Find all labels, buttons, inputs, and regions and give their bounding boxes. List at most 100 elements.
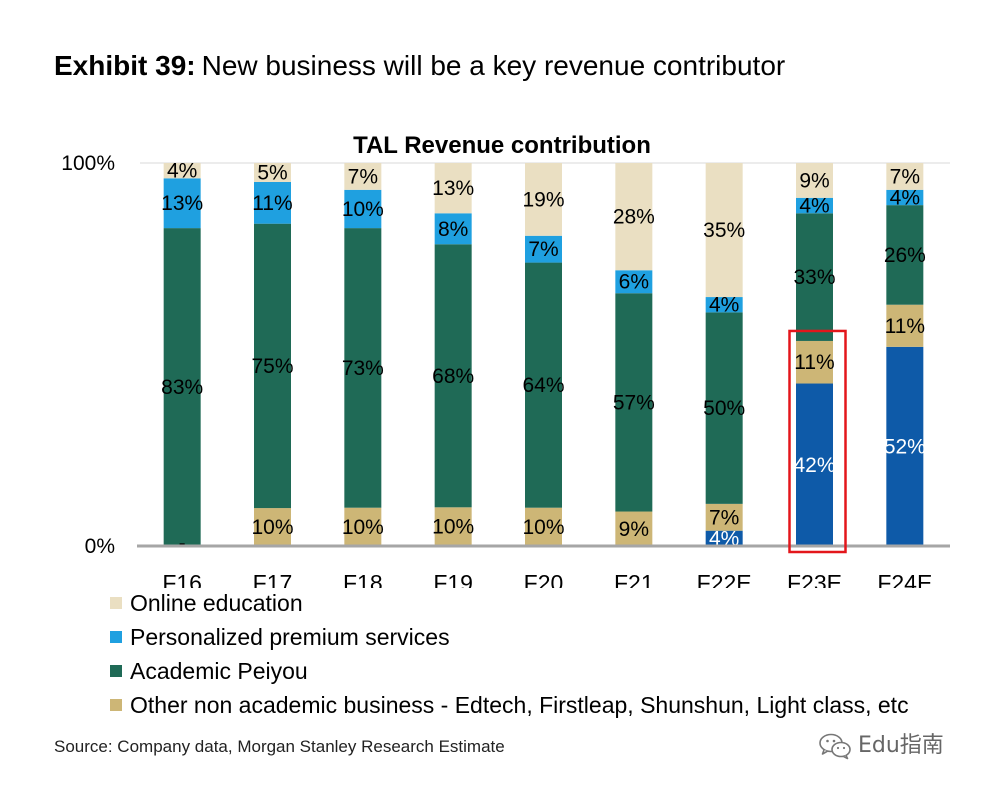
highlight-layer xyxy=(788,329,847,554)
data-label: 4% xyxy=(167,160,197,183)
data-label: 4% xyxy=(890,186,920,209)
legend-item-online-education: Online education xyxy=(110,586,909,620)
data-label: 52% xyxy=(884,435,926,458)
data-label: - xyxy=(179,532,186,555)
data-label: 10% xyxy=(432,516,474,539)
bar-f17-academic-peiyou xyxy=(254,223,291,509)
data-label: 10% xyxy=(251,516,293,539)
legend-swatch-other-non-academic xyxy=(110,699,122,711)
bar-f20-online-education xyxy=(525,163,562,236)
y-tick-label: 100% xyxy=(61,152,115,175)
legend-item-academic-peiyou: Academic Peiyou xyxy=(110,654,909,688)
wechat-eye xyxy=(826,739,829,743)
source-note: Source: Company data, Morgan Stanley Res… xyxy=(54,737,505,756)
x-tick-label: F21 xyxy=(614,570,654,596)
data-label: 83% xyxy=(161,376,203,399)
data-label: 28% xyxy=(613,206,655,229)
data-label: 19% xyxy=(522,188,564,211)
data-label: 57% xyxy=(613,391,655,414)
wechat-bubble-tail xyxy=(821,749,828,755)
x-tick-label: F20 xyxy=(524,570,564,596)
bar-f24e-base-series xyxy=(886,346,924,546)
data-label: 7% xyxy=(890,165,920,188)
x-tick-label: F16 xyxy=(162,570,202,596)
bar-f17-other-non-academic xyxy=(254,508,291,546)
data-labels: - 83% 13% 4% 10% 75% 11% 5% 10% 73% 10% 7% 10% 68% 8% 1… xyxy=(161,160,926,555)
bar-f23e-personalized-premium-services xyxy=(796,197,833,214)
wechat-icon xyxy=(819,733,851,760)
data-label: 7% xyxy=(528,238,558,261)
watermark-text: Edu指南 xyxy=(858,733,944,758)
data-label: 7% xyxy=(348,165,378,188)
data-label: 4% xyxy=(799,195,829,218)
data-label: 35% xyxy=(703,219,745,242)
chart-title: TAL Revenue contribution xyxy=(353,132,651,159)
bar-f19-academic-peiyou xyxy=(434,244,472,508)
bar-f23e-academic-peiyou xyxy=(796,213,833,341)
data-label: 68% xyxy=(432,365,474,388)
watermark: Edu指南 xyxy=(818,732,944,760)
legend-swatch-online-education xyxy=(110,597,122,609)
data-label: 9% xyxy=(799,169,829,192)
data-label: 50% xyxy=(703,397,745,420)
legend-label: Other non academic business - Edtech, Fi… xyxy=(130,691,909,718)
data-label: 13% xyxy=(161,192,203,215)
bar-segments xyxy=(163,163,924,547)
bar-f22e-base-series xyxy=(705,530,743,546)
data-label: 9% xyxy=(619,518,649,541)
bar-f23e-other-non-academic xyxy=(796,340,833,384)
data-label: 33% xyxy=(793,266,835,289)
x-axis-ticks: F16 F17 F18 F19 F20 F21 F22E F23E F24E xyxy=(162,570,932,596)
wechat-bubble-small xyxy=(831,741,851,758)
data-label: 5% xyxy=(257,161,287,184)
bar-f21-personalized-premium-services xyxy=(615,270,653,294)
bar-f18-personalized-premium-services xyxy=(344,189,382,229)
x-tick-label: F23E xyxy=(787,570,842,596)
data-label: 10% xyxy=(342,198,384,221)
data-label: 73% xyxy=(342,357,384,380)
bar-f18-online-education xyxy=(344,163,382,190)
data-label: 8% xyxy=(438,218,468,241)
bar-f23e-online-education xyxy=(796,163,833,198)
bar-f16-personalized-premium-services xyxy=(163,178,201,229)
bar-f16-online-education xyxy=(163,163,201,179)
bar-f19-other-non-academic xyxy=(434,507,472,546)
data-label: 26% xyxy=(884,244,926,267)
wechat-bubble-tail xyxy=(843,755,849,760)
data-label: 75% xyxy=(251,355,293,378)
bar-f17-online-education xyxy=(254,163,291,182)
bar-f22e-personalized-premium-services xyxy=(705,297,743,313)
legend-swatch-academic-peiyou xyxy=(110,665,122,677)
bar-f22e-academic-peiyou xyxy=(705,312,743,504)
data-label: 4% xyxy=(709,294,739,317)
highlight-box xyxy=(788,329,847,554)
data-label: 10% xyxy=(342,516,384,539)
bar-f18-other-non-academic xyxy=(344,507,382,546)
bar-f20-academic-peiyou xyxy=(525,262,562,508)
bar-f24e-online-education xyxy=(886,163,924,190)
bar-f17-personalized-premium-services xyxy=(254,181,291,224)
bar-f22e-online-education xyxy=(705,163,743,298)
bar-f21-academic-peiyou xyxy=(615,293,653,512)
data-label: 6% xyxy=(619,271,649,294)
bar-f24e-other-non-academic xyxy=(886,304,924,347)
x-tick-label: F17 xyxy=(253,570,293,596)
data-label: 11% xyxy=(794,351,834,374)
data-label: 42% xyxy=(793,454,835,477)
legend-label: Online education xyxy=(130,589,303,616)
data-label: 64% xyxy=(522,374,564,397)
legend-item-other-non-academic: Other non academic business - Edtech, Fi… xyxy=(110,688,909,722)
wechat-eye xyxy=(842,746,846,750)
bar-f20-other-non-academic xyxy=(525,507,562,546)
wechat-eye xyxy=(832,739,836,743)
bar-f19-online-education xyxy=(434,163,472,214)
data-label: 7% xyxy=(709,506,739,529)
bar-f24e-personalized-premium-services xyxy=(886,189,924,206)
legend-label: Academic Peiyou xyxy=(130,657,308,684)
wechat-eye xyxy=(836,746,840,750)
bar-f18-academic-peiyou xyxy=(344,228,382,508)
bar-f21-other-non-academic xyxy=(615,511,653,546)
data-label: 10% xyxy=(522,516,564,539)
legend-label: Personalized premium services xyxy=(130,623,450,650)
